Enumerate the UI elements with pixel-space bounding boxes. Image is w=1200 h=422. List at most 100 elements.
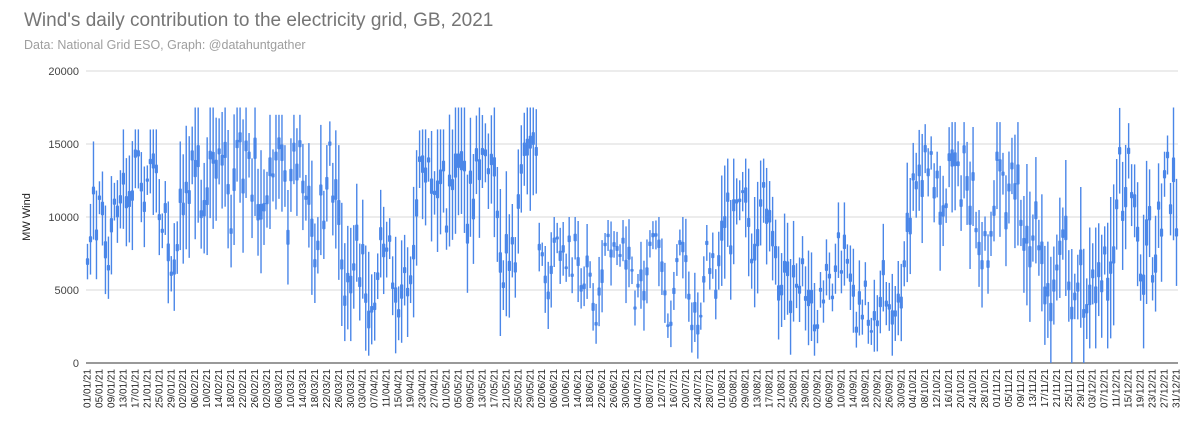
candle-body [693, 301, 697, 313]
candle-body [627, 246, 631, 260]
candle [794, 263, 799, 309]
candle [687, 271, 691, 322]
candle-body [127, 190, 131, 208]
candle-body [271, 173, 275, 178]
x-tick-label: 18/03/21 [310, 369, 321, 408]
candle-body [516, 194, 520, 209]
x-tick-label: 18/09/21 [860, 369, 871, 408]
candle [771, 196, 775, 281]
candle-body [606, 233, 610, 238]
candle [573, 217, 577, 260]
candle-body [492, 157, 496, 177]
candle-body [459, 151, 464, 171]
x-tick-label: 01/05/21 [442, 369, 453, 408]
candle-body [684, 255, 688, 263]
candle-body [340, 259, 344, 270]
candle-body [881, 259, 885, 276]
candle-body [726, 192, 730, 203]
candle [839, 250, 844, 294]
candle-body [361, 243, 365, 255]
candle-body [681, 241, 685, 253]
candle [1100, 234, 1104, 338]
candle [935, 151, 939, 198]
candle-body [528, 135, 532, 149]
candle-body [370, 305, 374, 313]
candle-body [552, 237, 556, 243]
candle-body [839, 270, 844, 274]
candle-body [702, 275, 706, 283]
x-tick-label: 22/06/21 [597, 369, 608, 408]
candle-body [226, 183, 230, 195]
candle [229, 194, 233, 268]
candle-body [947, 153, 951, 162]
x-tick-label: 26/02/21 [250, 369, 261, 408]
candle-body [426, 157, 431, 163]
candle [426, 138, 431, 182]
candle-body [154, 164, 158, 174]
candle-body [618, 253, 622, 258]
candle [555, 222, 559, 254]
candle [779, 253, 784, 327]
x-tick-label: 10/06/21 [561, 369, 572, 408]
candle [328, 121, 332, 166]
candle [385, 221, 389, 278]
candle [836, 202, 841, 278]
candle-body [268, 157, 272, 177]
candle-body [714, 289, 718, 300]
x-tick-label: 15/12/21 [1124, 369, 1135, 408]
candle-body [1106, 277, 1110, 301]
candle-body [115, 205, 120, 218]
candle [627, 219, 631, 288]
candle-body [259, 203, 263, 220]
x-tick-label: 09/08/21 [741, 369, 752, 408]
candle [1055, 234, 1059, 301]
candle [693, 272, 697, 342]
candle-body [729, 245, 733, 255]
x-tick-label: 14/09/21 [848, 369, 859, 408]
candle [893, 286, 897, 341]
candle-body [917, 164, 921, 177]
candle-body [187, 189, 191, 205]
candle [259, 150, 263, 274]
candle [136, 129, 140, 189]
candle [172, 223, 176, 311]
x-tick-label: 21/08/21 [777, 369, 788, 408]
candle [435, 129, 440, 252]
candle-body [1162, 169, 1167, 179]
candle [666, 313, 670, 338]
candle [878, 270, 882, 334]
candle [280, 114, 284, 212]
candle [651, 221, 655, 250]
candle [157, 179, 161, 256]
candle-body [409, 275, 413, 285]
candle [1094, 227, 1098, 349]
x-tick-label: 01/11/21 [992, 369, 1003, 408]
candle-body [256, 203, 260, 221]
candle [1085, 278, 1089, 340]
candle-body [1159, 228, 1164, 237]
candle-body [531, 132, 535, 145]
candle-body [809, 289, 814, 304]
x-tick-label: 20/07/21 [681, 369, 692, 408]
candle-body [435, 180, 440, 199]
candle [890, 273, 894, 356]
candle [705, 224, 709, 261]
candle-body [498, 252, 502, 273]
candle-body [423, 167, 428, 183]
candle [1109, 196, 1113, 339]
candle-body [352, 263, 356, 271]
candle [220, 111, 224, 209]
candle-body [343, 295, 347, 306]
candle-body [507, 260, 511, 272]
candle-body [1037, 245, 1041, 251]
candle-body [800, 258, 805, 265]
candle-body [1052, 279, 1056, 292]
candle-body [166, 243, 170, 262]
candle-body [905, 212, 909, 233]
candle-body [250, 194, 254, 202]
candle-body [971, 171, 975, 182]
x-tick-label: 01/08/21 [717, 369, 728, 408]
candle [459, 107, 464, 214]
candle-body [456, 153, 461, 169]
candle-body [450, 179, 455, 191]
